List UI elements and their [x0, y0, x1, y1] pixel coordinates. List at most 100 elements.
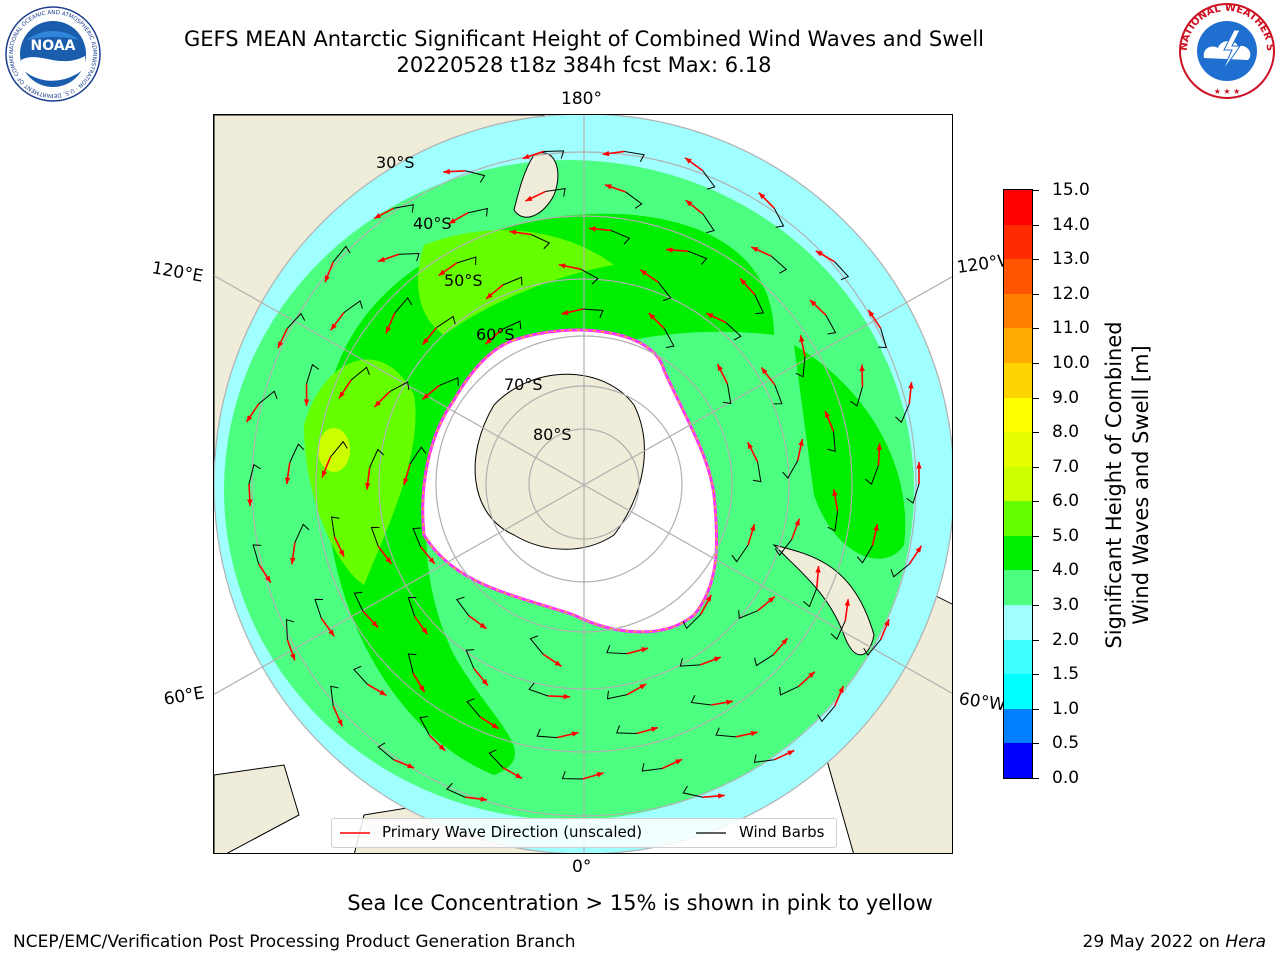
wind-barb	[679, 658, 701, 667]
wave-direction-arrowhead	[747, 442, 754, 450]
sea-ice-note: Sea Ice Concentration > 15% is shown in …	[347, 891, 933, 915]
wind-barb	[306, 363, 320, 384]
wave-direction-arrowhead	[685, 157, 692, 164]
lon-label-180: 180°	[561, 89, 602, 109]
wave-direction-arrowhead	[844, 599, 851, 607]
colorbar-tick-mark	[1033, 605, 1039, 607]
wind-barb	[436, 315, 456, 328]
colorbar-tick-label: 7.0	[1052, 456, 1080, 477]
wave-direction-arrowhead	[717, 364, 723, 372]
wave-direction-arrowhead	[596, 772, 604, 778]
colorbar-segment	[1004, 535, 1032, 571]
colorbar-tick-label: 15.0	[1052, 180, 1090, 200]
wind-barb	[715, 727, 737, 738]
wind-barb	[407, 596, 417, 617]
colorbar-tick-mark	[1033, 432, 1039, 434]
wave-direction-arrowhead	[815, 566, 821, 573]
wave-direction-arrowhead	[767, 596, 775, 603]
wave-direction-arrowhead	[422, 337, 429, 345]
wave-direction-arrowhead	[825, 410, 831, 418]
wind-barb	[285, 619, 295, 640]
wind-barb	[722, 383, 732, 405]
colorbar-tick-mark	[1033, 674, 1039, 676]
wave-direction-arrowhead	[604, 184, 612, 190]
wind-barb	[582, 308, 604, 319]
wind-barb	[370, 526, 380, 547]
wind-barb	[725, 322, 742, 341]
wave-direction-arrowhead	[916, 462, 922, 469]
wind-barb	[289, 443, 305, 463]
wave-direction-arrowhead	[371, 620, 378, 628]
wave-direction-arrowhead	[337, 719, 343, 727]
wind-barb	[663, 328, 675, 348]
wind-barb	[773, 208, 785, 228]
map-panel[interactable]	[213, 114, 953, 854]
legend-swatch-wind-barbs	[696, 832, 726, 834]
producer-credit: NCEP/EMC/Verification Post Processing Pr…	[13, 932, 576, 952]
colorbar-tick-label: 6.0	[1052, 491, 1080, 512]
wave-direction-arrowhead	[908, 381, 914, 389]
wind-barb	[287, 312, 306, 329]
wave-direction-arrowhead	[706, 313, 714, 319]
wave-direction-arrowhead	[554, 660, 562, 667]
wave-direction-arrowhead	[750, 730, 758, 737]
wave-direction-arrowhead	[480, 796, 488, 802]
map-legend: Primary Wave Direction (unscaled) Wind B…	[331, 818, 837, 848]
wind-barb	[353, 665, 368, 685]
wind-barb	[895, 403, 910, 424]
wave-direction-arrowhead	[385, 326, 392, 334]
wave-direction-arrowhead	[571, 731, 579, 737]
noaa-logo-text: NOAA	[31, 38, 76, 54]
wind-barb	[878, 328, 887, 349]
chart-subtitle: 20220528 t18z 384h fcst Max: 6.18	[396, 53, 772, 77]
colorbar-label-line1: Significant Height of Combined	[1102, 321, 1126, 649]
wind-barb	[529, 635, 544, 655]
wave-direction-arrowhead	[339, 391, 345, 399]
colorbar-tick-mark	[1033, 535, 1039, 537]
wind-barb	[702, 170, 716, 190]
wave-direction-arrowhead	[740, 278, 747, 286]
wave-direction-arrowhead	[718, 793, 725, 799]
wind-barb	[488, 749, 504, 768]
wind-barb	[353, 591, 364, 612]
wind-barb	[456, 596, 470, 616]
wave-direction-arrowhead	[428, 557, 435, 564]
lon-label-0: 0°	[572, 857, 592, 877]
colorbar-segment	[1004, 327, 1032, 363]
colorbar-tick-label: 13.0	[1052, 249, 1090, 270]
wave-direction-arrowhead	[859, 364, 865, 372]
wind-barb	[624, 150, 645, 163]
wind-barb	[439, 377, 459, 386]
wave-direction-arrowhead	[509, 229, 517, 236]
colorbar-segment	[1004, 673, 1032, 709]
wind-barb	[398, 253, 420, 262]
colorbar-tick-label: 4.0	[1052, 560, 1080, 581]
wind-barb	[531, 234, 551, 250]
wave-direction-arrowhead	[809, 299, 817, 307]
colorbar-tick-label: 0.5	[1052, 733, 1080, 754]
colorbar-tick-label: 1.0	[1052, 698, 1080, 719]
wind-barb	[580, 268, 599, 285]
new-zealand	[513, 152, 559, 218]
wind-barb	[456, 256, 477, 266]
colorbar-segment	[1004, 742, 1032, 778]
wave-direction-arrowhead	[713, 656, 721, 662]
wind-barb	[528, 682, 549, 697]
wind-barb	[419, 715, 430, 736]
machine-name: Hera	[1225, 932, 1266, 952]
colorbar-tick-label: 9.0	[1052, 387, 1080, 408]
colorbar-segment	[1004, 362, 1032, 398]
wind-barb	[331, 516, 340, 537]
wave-direction-arrowhead	[247, 499, 253, 506]
south-america-tip	[772, 544, 875, 656]
wave-direction-arrowhead	[264, 575, 271, 583]
wind-barb	[407, 653, 417, 674]
colorbar-segment	[1004, 500, 1032, 536]
lon-label-120e: 120°E	[150, 258, 205, 287]
colorbar-tick-label: 5.0	[1052, 525, 1080, 546]
wave-direction-arrowhead	[705, 594, 712, 602]
wind-barb	[606, 690, 628, 700]
wave-direction-arrowhead	[675, 759, 683, 765]
wave-direction-arrowhead	[648, 313, 656, 320]
wind-barb	[906, 483, 920, 504]
